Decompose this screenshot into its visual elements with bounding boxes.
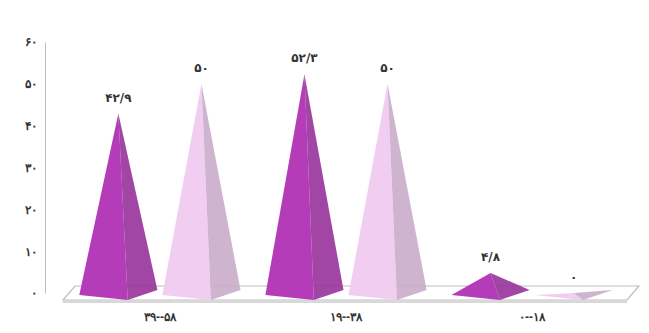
y-tick-label: ۶۰ [25, 35, 37, 49]
x-tick-label: ۱۹--۳۸ [330, 310, 363, 324]
x-tick-label: ۰--۱۸ [519, 310, 546, 324]
y-tick-label: ۱۰ [25, 245, 37, 259]
y-axis: ۰ ۱۰ ۲۰ ۳۰ ۴۰ ۵۰ ۶۰ [25, 35, 46, 300]
pyramid-shade [201, 84, 240, 300]
x-axis: ۳۹--۵۸ ۱۹--۳۸ ۰--۱۸ [144, 310, 546, 324]
y-tick: ۲۰ [25, 203, 45, 217]
data-labels: ۴۲/۹ ۵۲/۳ ۴/۸ ۵۰ ۵۰ ۰ [105, 51, 577, 284]
marks [79, 74, 612, 300]
y-tick-label: ۲۰ [25, 203, 37, 217]
floor-edge [63, 300, 627, 303]
data-label: ۴/۸ [481, 250, 501, 264]
y-axis-line [45, 43, 46, 294]
y-tick-label: ۰ [31, 286, 37, 300]
chart: ۰ ۱۰ ۲۰ ۳۰ ۴۰ ۵۰ ۶۰ ۳۹--۵۸ ۱۹--۳۸ ۰--۱۸ ۴۲/۹ ۵۲/۳ ۴/… [0, 0, 649, 333]
data-label: ۰ [570, 270, 577, 284]
y-tick-label: ۴۰ [25, 119, 37, 133]
y-tick: ۳۰ [25, 161, 45, 175]
y-tick: ۶۰ [25, 35, 45, 49]
data-label: ۵۰ [380, 61, 395, 75]
y-tick: ۵۰ [25, 77, 45, 91]
data-label: ۴۲/۹ [105, 91, 132, 105]
x-tick: ۰--۱۸ [519, 310, 546, 324]
x-tick: ۳۹--۵۸ [144, 310, 177, 324]
y-tick: ۴۰ [25, 119, 45, 133]
pyramid-shade [388, 84, 427, 300]
pyramid-shade [304, 74, 343, 300]
y-tick: ۱۰ [25, 245, 45, 259]
pyramid-shade [491, 273, 530, 300]
data-label: ۵۰ [194, 61, 209, 75]
y-tick-label: ۳۰ [25, 161, 37, 175]
pyramid-shade [118, 114, 157, 300]
y-tick-label: ۵۰ [25, 77, 37, 91]
pyramid-shade [574, 290, 613, 300]
data-label: ۵۲/۳ [291, 51, 318, 65]
y-tick: ۰ [31, 286, 45, 300]
x-tick-label: ۳۹--۵۸ [144, 310, 177, 324]
x-tick: ۱۹--۳۸ [330, 310, 363, 324]
